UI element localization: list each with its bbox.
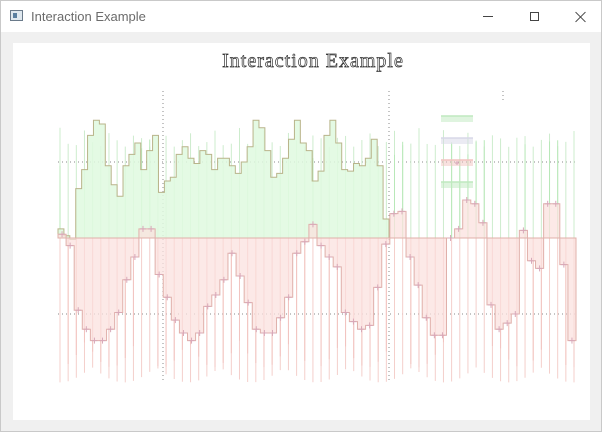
minimize-icon [483,16,493,17]
legend-swatch [441,116,473,122]
title-bar[interactable]: Interaction Example [1,1,601,32]
minimize-button[interactable] [465,1,511,32]
close-button[interactable] [557,1,602,32]
window-title: Interaction Example [31,9,146,24]
plot-canvas[interactable]: Interaction Example [13,43,590,420]
legend-swatch [441,182,473,188]
maximize-button[interactable] [511,1,557,32]
chart-title: Interaction Example [222,50,404,72]
app-icon [10,10,23,21]
legend [441,115,473,188]
close-icon [575,11,586,22]
maximize-icon [529,12,539,21]
interaction-chart[interactable]: Interaction Example [13,43,590,420]
legend-swatch [441,138,473,144]
area-series [57,119,577,344]
positive-area [57,119,390,241]
